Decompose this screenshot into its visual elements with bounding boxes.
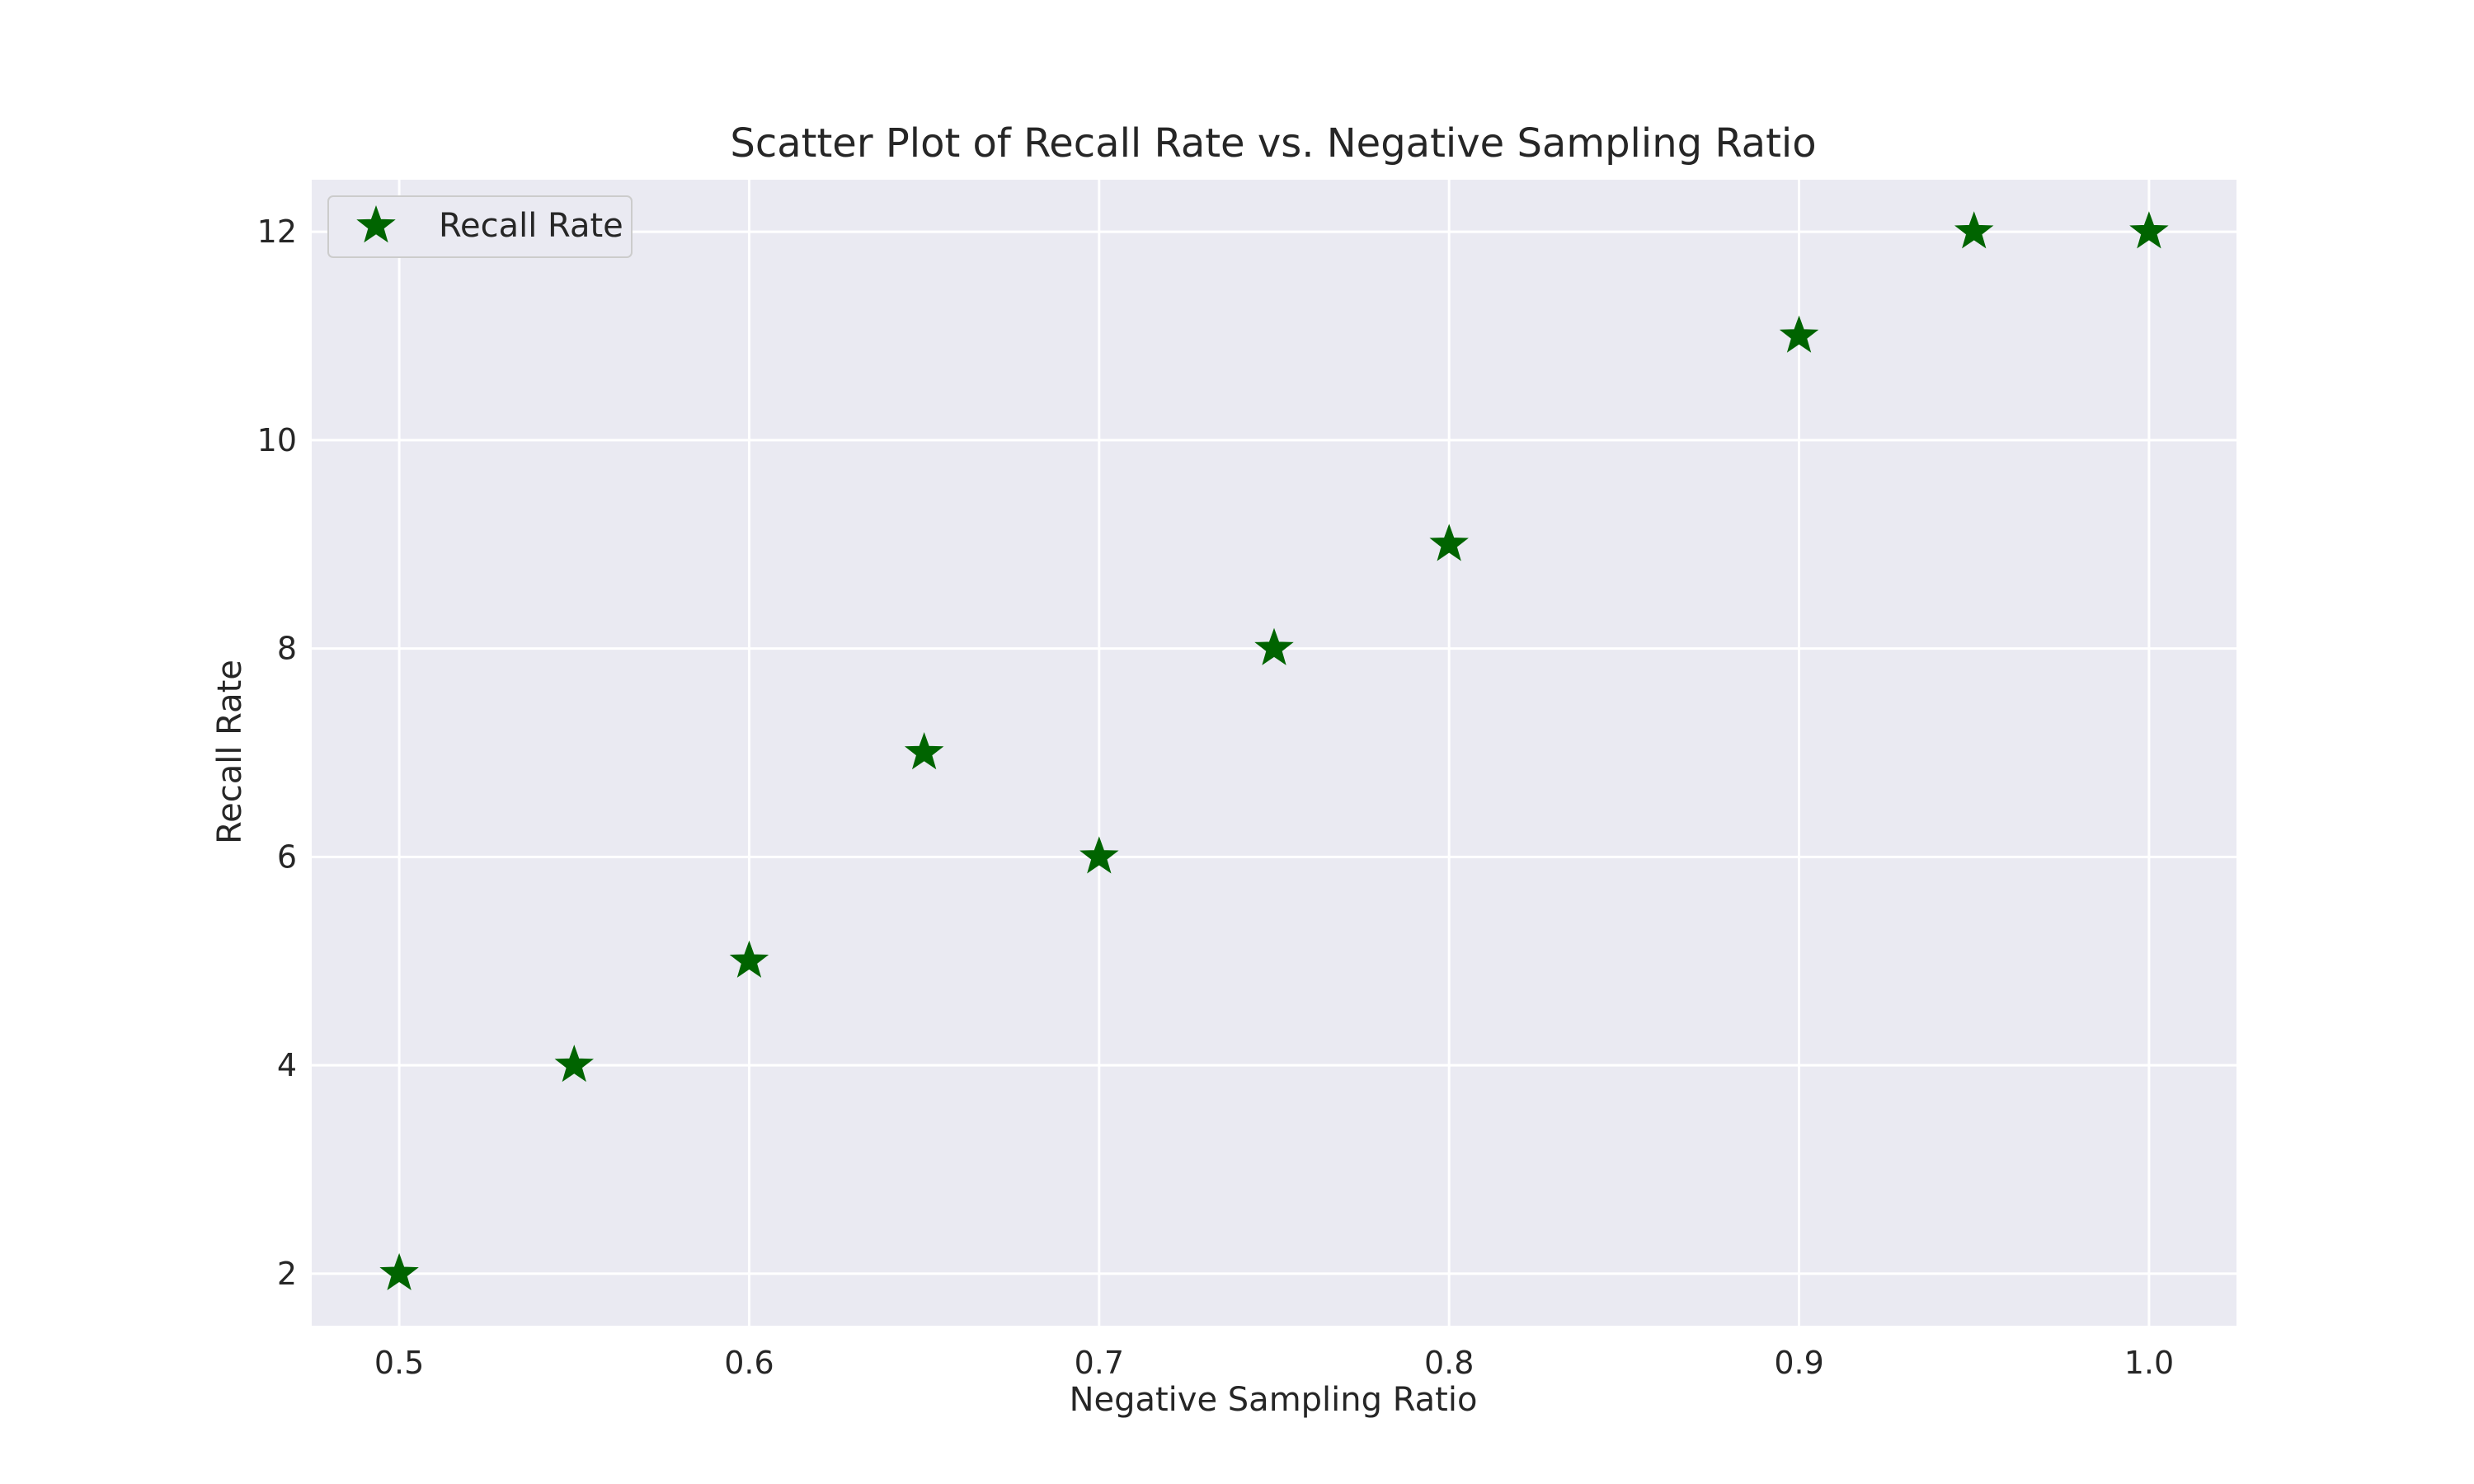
scatter-point — [2129, 211, 2169, 249]
y-axis-label: Recall Rate — [211, 660, 249, 844]
scatter-points — [379, 211, 2169, 1291]
x-tick-label: 0.8 — [1424, 1345, 1474, 1381]
y-tick-label: 8 — [277, 631, 297, 667]
x-axis-label: Negative Sampling Ratio — [1070, 1381, 1478, 1419]
scatter-point — [1429, 524, 1469, 561]
tick-labels: 0.5 0.6 0.7 0.8 0.9 1.0 2 4 6 8 10 12 — [257, 214, 2174, 1381]
scatter-point — [554, 1045, 595, 1082]
legend-box — [327, 195, 633, 258]
legend: Recall Rate — [327, 195, 633, 258]
scatter-point — [379, 1252, 419, 1291]
x-tick-label: 0.5 — [374, 1345, 424, 1381]
x-tick-label: 0.6 — [724, 1345, 774, 1381]
x-tick-label: 0.9 — [1774, 1345, 1823, 1381]
y-tick-label: 12 — [257, 214, 297, 250]
y-tick-label: 10 — [257, 422, 297, 458]
y-tick-label: 6 — [277, 838, 297, 875]
chart-title: Scatter Plot of Recall Rate vs. Negative… — [730, 120, 1816, 167]
legend-marker — [356, 205, 396, 243]
legend-label: Recall Rate — [439, 207, 623, 245]
scatter-point — [1079, 836, 1119, 874]
y-tick-label: 4 — [277, 1047, 297, 1083]
scatter-point — [904, 732, 944, 770]
scatter-point — [729, 940, 769, 978]
scatter-point — [1954, 211, 1994, 249]
plot-area — [312, 180, 2236, 1326]
scatter-point — [1254, 627, 1294, 665]
scatter-point — [1779, 315, 1819, 353]
y-tick-label: 2 — [277, 1256, 297, 1292]
x-tick-label: 1.0 — [2124, 1345, 2174, 1381]
x-tick-label: 0.7 — [1075, 1345, 1124, 1381]
